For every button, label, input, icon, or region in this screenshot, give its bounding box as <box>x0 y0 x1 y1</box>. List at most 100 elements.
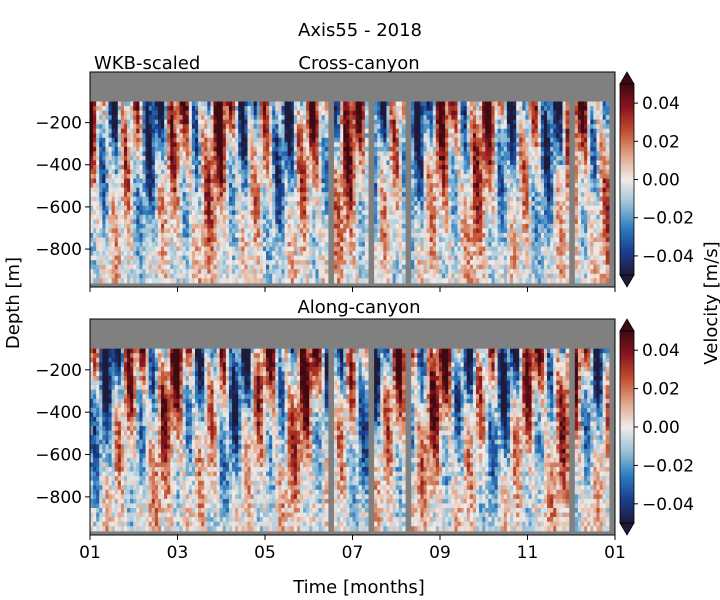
heatmap-cell <box>241 115 246 121</box>
heatmap-cell <box>451 255 456 261</box>
heatmap-cell <box>182 242 187 248</box>
heatmap-cell <box>99 273 103 279</box>
heatmap-cell <box>284 228 289 234</box>
heatmap-cell <box>463 214 468 220</box>
heatmap-cell <box>269 142 273 148</box>
heatmap-cell <box>269 251 273 257</box>
heatmap-cell <box>185 178 190 184</box>
heatmap-cell <box>111 110 116 116</box>
heatmap-cell <box>426 264 431 270</box>
heatmap-cell <box>225 151 230 157</box>
heatmap-cell <box>90 174 94 180</box>
heatmap-cell <box>185 124 190 130</box>
heatmap-cell <box>324 124 329 130</box>
heatmap-cell <box>133 232 137 239</box>
heatmap-cell <box>259 142 264 148</box>
heatmap-cell <box>426 146 431 152</box>
heatmap-cell <box>157 228 162 234</box>
heatmap-cell <box>318 119 323 125</box>
heatmap-cell <box>278 183 283 189</box>
heatmap-cell <box>154 106 159 112</box>
heatmap-cell <box>170 219 174 225</box>
heatmap-cell <box>395 269 400 275</box>
heatmap-cell <box>482 196 486 202</box>
heatmap-cell <box>219 187 224 193</box>
heatmap-cell <box>435 210 440 216</box>
heatmap-cell <box>374 133 378 139</box>
heatmap-cell <box>482 169 486 175</box>
heatmap-cell <box>176 174 181 180</box>
heatmap-cell <box>442 146 446 152</box>
heatmap-column <box>120 101 125 284</box>
heatmap-cell <box>102 192 107 198</box>
heatmap-cell <box>238 128 242 134</box>
heatmap-cell <box>161 210 165 216</box>
heatmap-cell <box>136 246 141 252</box>
heatmap-cell <box>182 278 187 284</box>
heatmap-cell <box>93 214 97 220</box>
heatmap-cell <box>324 237 329 243</box>
heatmap-cell <box>315 151 320 157</box>
heatmap-cell <box>244 187 249 193</box>
heatmap-cell <box>105 164 110 171</box>
heatmap-column <box>324 101 329 284</box>
heatmap-cell <box>306 214 310 220</box>
heatmap-cell <box>383 106 388 112</box>
heatmap-cell <box>352 273 357 279</box>
heatmap-cell <box>281 169 286 175</box>
heatmap-cell <box>479 174 483 180</box>
heatmap-cell <box>219 169 224 175</box>
heatmap-cell <box>167 201 171 207</box>
heatmap-cell <box>213 169 218 175</box>
heatmap-cell <box>161 273 165 279</box>
heatmap-cell <box>411 255 415 261</box>
heatmap-cell <box>321 196 326 202</box>
heatmap-cell <box>346 183 351 189</box>
heatmap-cell <box>361 106 366 112</box>
heatmap-cell <box>284 196 289 202</box>
heatmap-cell <box>170 169 174 175</box>
heatmap-cell <box>145 273 150 279</box>
heatmap-cell <box>241 119 246 125</box>
heatmap-cell <box>340 232 344 239</box>
heatmap-cell <box>343 192 347 198</box>
heatmap-cell <box>472 192 477 198</box>
heatmap-cell <box>182 151 187 157</box>
heatmap-cell <box>275 205 279 211</box>
heatmap-cell <box>454 174 459 180</box>
heatmap-cell <box>225 219 230 225</box>
heatmap-cell <box>170 164 174 171</box>
heatmap-cell <box>472 260 477 266</box>
heatmap-cell <box>476 260 480 266</box>
heatmap-column <box>426 101 431 284</box>
heatmap-cell <box>216 128 221 134</box>
heatmap-cell <box>201 119 205 125</box>
heatmap-cell <box>281 242 286 248</box>
heatmap-cell <box>201 278 205 284</box>
heatmap-column <box>123 101 128 284</box>
heatmap-cell <box>315 164 320 171</box>
heatmap-cell <box>120 232 125 239</box>
heatmap-cell <box>333 174 338 180</box>
heatmap-cell <box>454 251 459 257</box>
heatmap-cell <box>213 246 218 252</box>
heatmap-cell <box>389 242 394 248</box>
heatmap-cell <box>185 269 190 275</box>
heatmap-cell <box>469 219 474 225</box>
heatmap-cell <box>423 119 428 125</box>
heatmap-cell <box>266 232 270 239</box>
heatmap-cell <box>185 201 190 207</box>
heatmap-cell <box>238 196 242 202</box>
heatmap-cell <box>244 155 249 162</box>
heatmap-cell <box>120 128 125 134</box>
heatmap-cell <box>136 269 141 275</box>
heatmap-cell <box>173 115 178 121</box>
heatmap-column <box>386 101 391 284</box>
heatmap-cell <box>411 205 415 211</box>
heatmap-cell <box>120 142 125 148</box>
heatmap-cell <box>287 223 292 229</box>
heatmap-cell <box>476 115 480 121</box>
heatmap-cell <box>259 155 264 162</box>
heatmap-cell <box>349 214 354 220</box>
heatmap-cell <box>164 201 168 207</box>
